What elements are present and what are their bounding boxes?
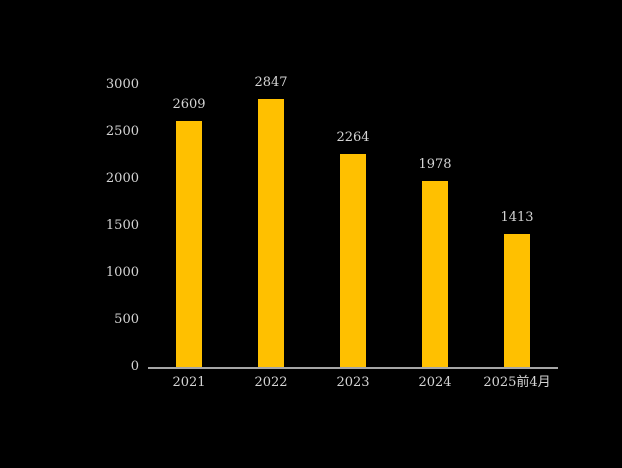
y-tick-label: 0	[130, 359, 139, 374]
bar-value-label: 1978	[418, 156, 452, 172]
bar	[340, 153, 366, 367]
x-tick-label: 2025前4月	[483, 375, 551, 390]
y-tick-label: 2500	[105, 123, 139, 139]
x-axis-line	[148, 367, 558, 369]
x-tick-label: 2022	[254, 375, 288, 390]
bar-value-label: 2847	[254, 74, 288, 90]
bar	[176, 121, 202, 367]
bar	[422, 180, 448, 367]
y-tick-label: 1000	[105, 264, 139, 280]
bar	[504, 233, 530, 367]
bar-value-label: 2264	[336, 129, 370, 145]
bar-value-label: 1413	[500, 209, 534, 225]
y-tick-label: 500	[114, 311, 139, 327]
y-tick-label: 1500	[105, 217, 139, 233]
x-tick-label: 2023	[336, 375, 370, 390]
x-tick-label: 2024	[418, 375, 452, 390]
x-tick-label: 2021	[172, 375, 206, 390]
bar-value-label: 2609	[172, 97, 206, 113]
y-tick-label: 2000	[105, 170, 139, 186]
y-tick-label: 3000	[105, 76, 139, 92]
bar	[258, 98, 284, 367]
